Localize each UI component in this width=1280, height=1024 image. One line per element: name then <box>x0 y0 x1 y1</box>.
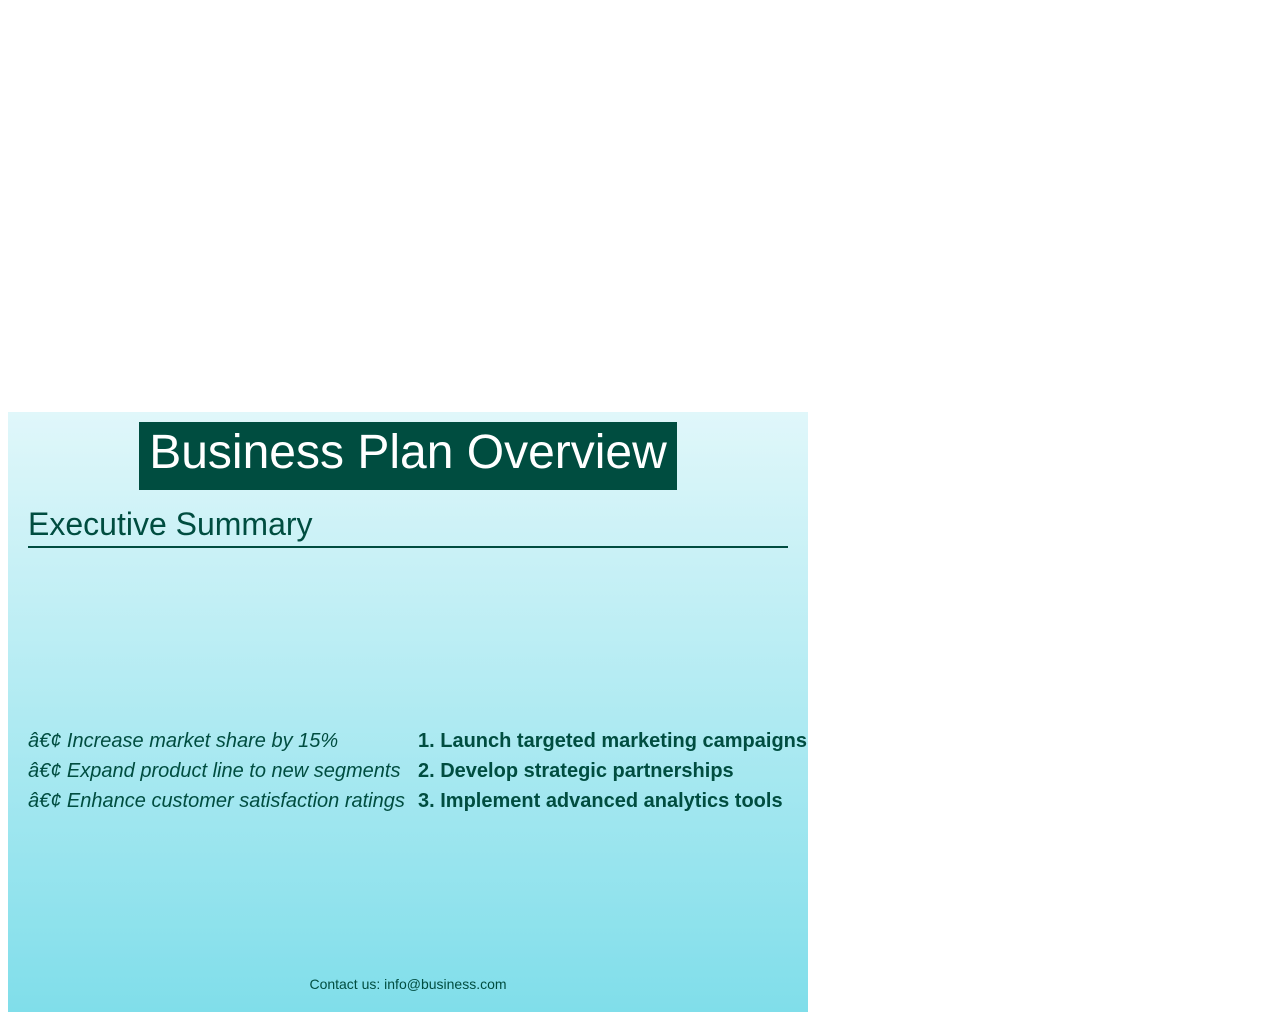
goal-item: â€¢ Expand product line to new segments <box>28 760 401 782</box>
goal-item: â€¢ Enhance customer satisfaction rating… <box>28 790 405 812</box>
strategy-item: 2. Develop strategic partnerships <box>418 760 734 782</box>
slide: Business Plan Overview Executive Summary… <box>8 412 808 1012</box>
goal-item: â€¢ Increase market share by 15% <box>28 730 339 752</box>
goals-list: â€¢ Increase market share by 15% â€¢ Exp… <box>28 726 418 816</box>
strategies-list: 1. Launch targeted marketing campaigns 2… <box>418 726 808 816</box>
strategy-item: 1. Launch targeted marketing campaigns <box>418 730 807 752</box>
strategy-item: 3. Implement advanced analytics tools <box>418 790 783 812</box>
slide-title: Business Plan Overview <box>139 422 677 490</box>
contact-footer: Contact us: info@business.com <box>309 976 507 992</box>
section-heading-executive-summary: Executive Summary <box>28 506 788 548</box>
